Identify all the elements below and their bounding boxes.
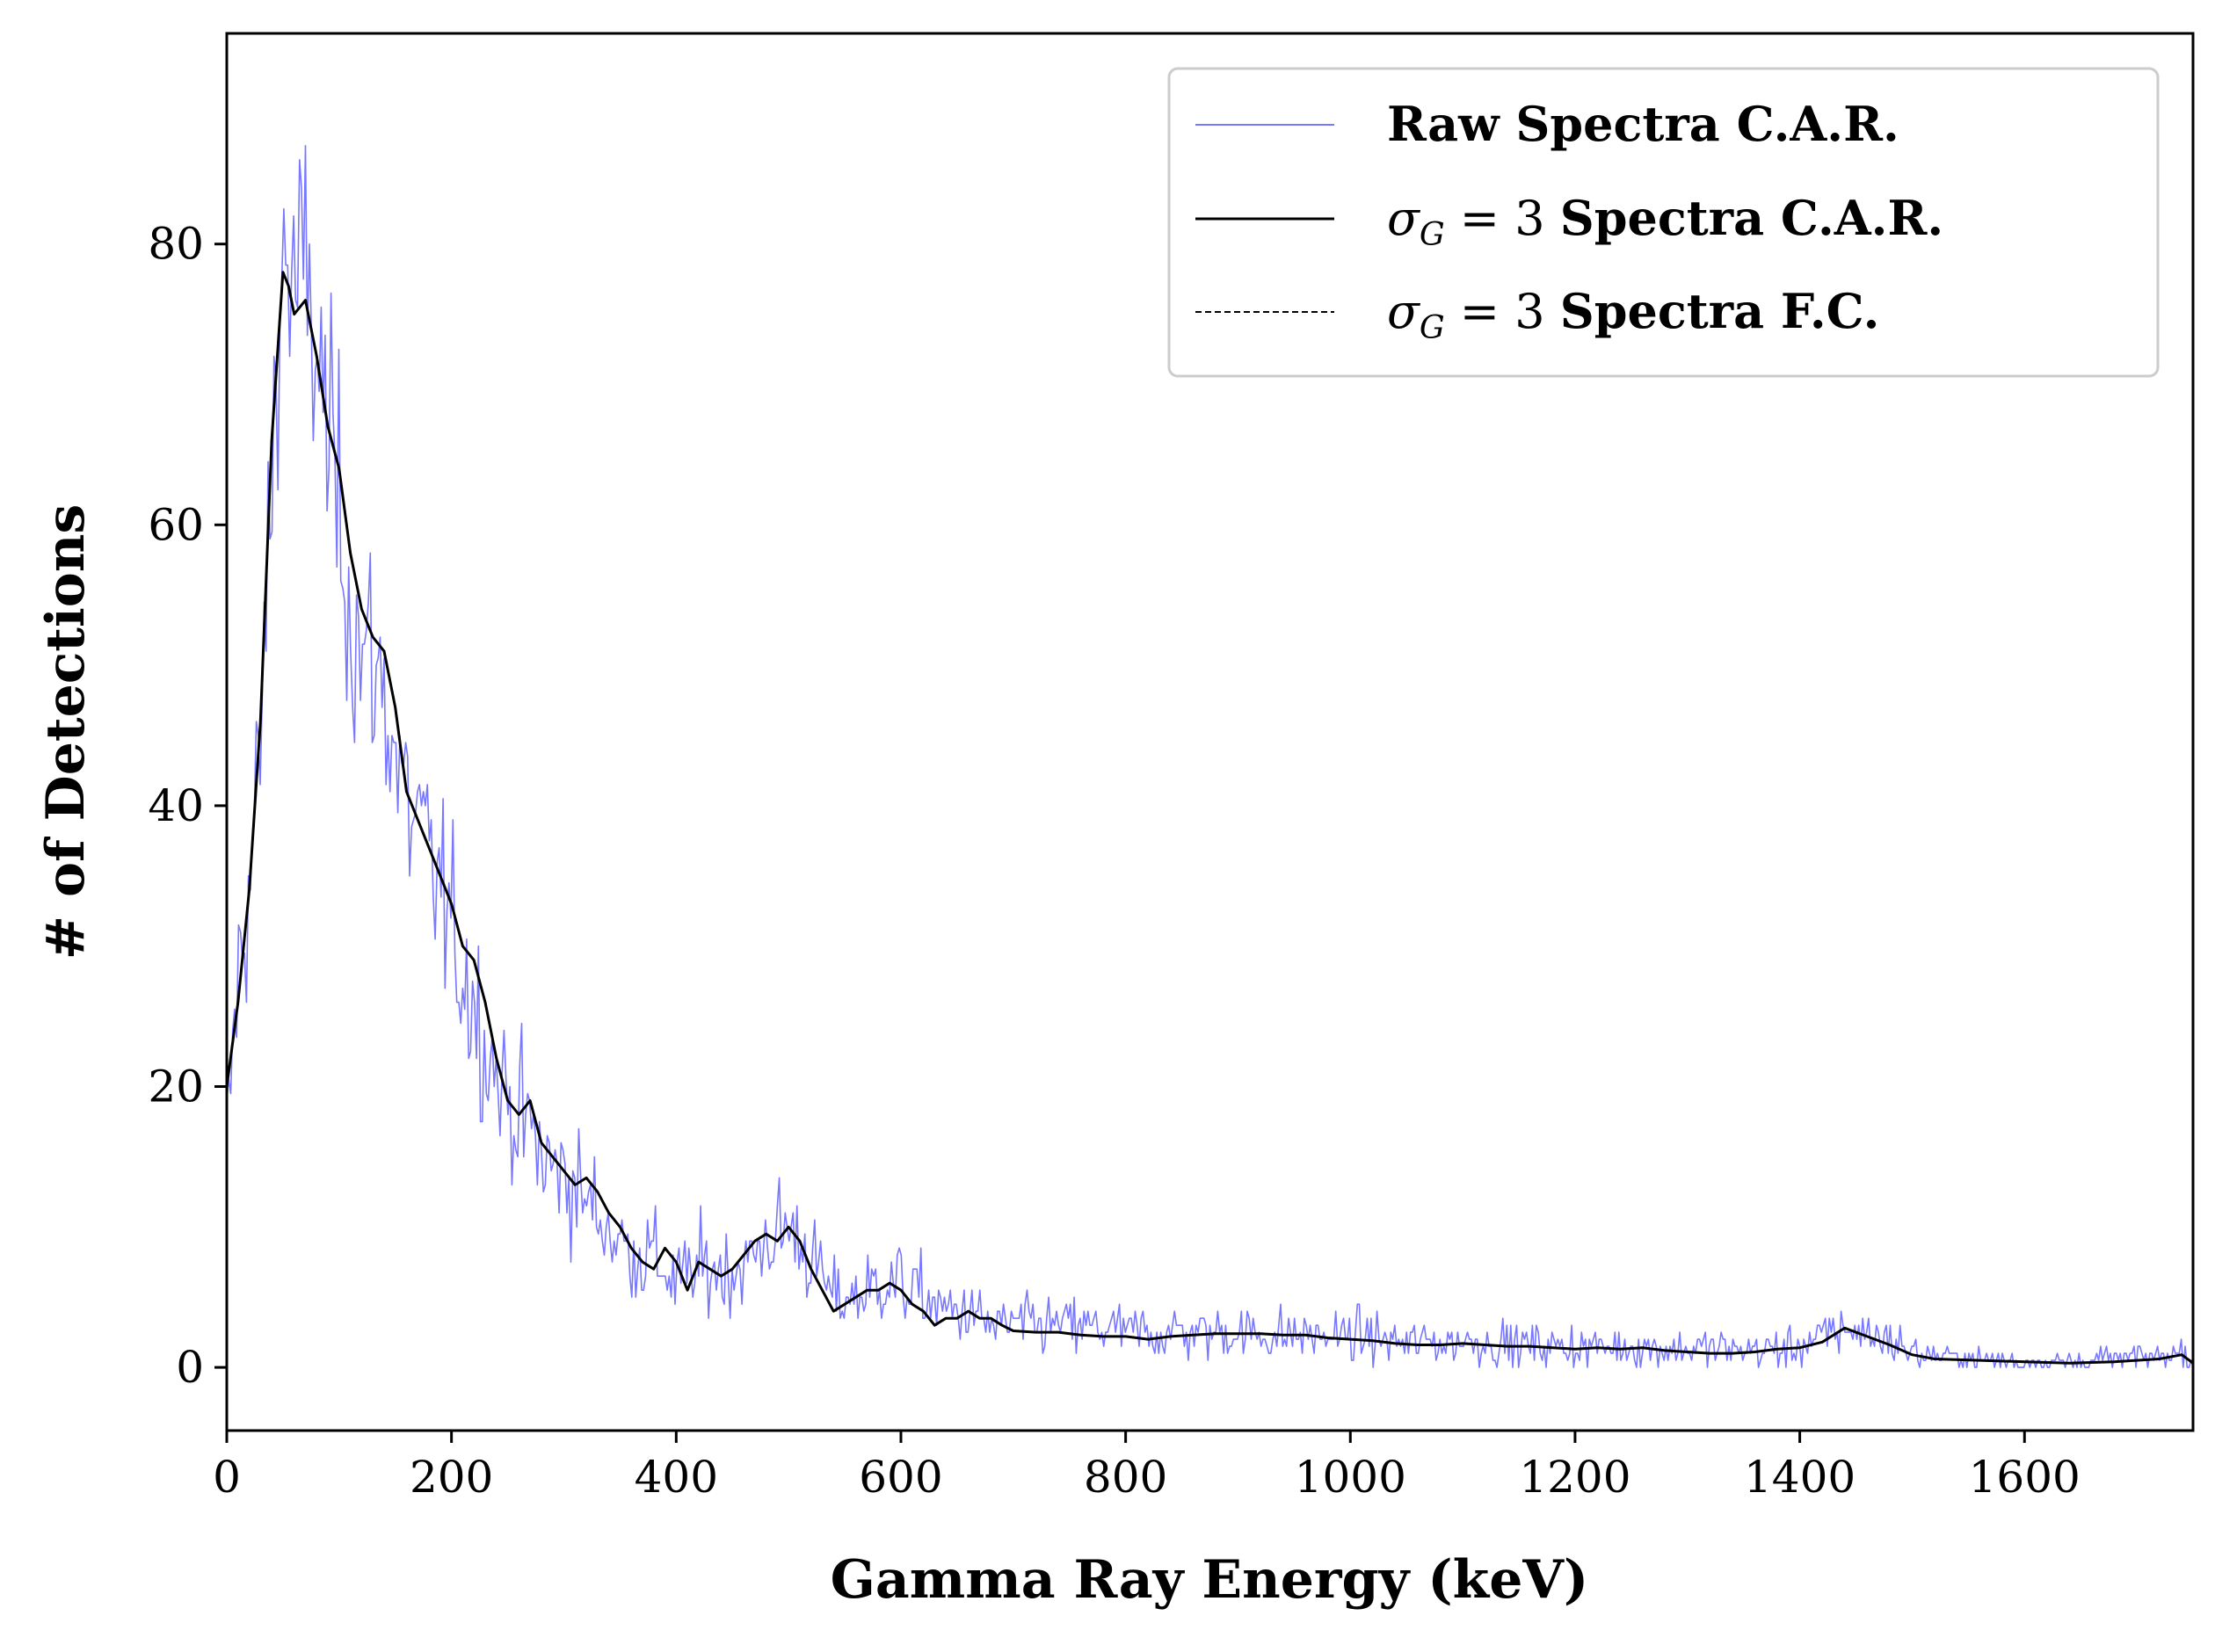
- y-tick-label: 60: [148, 499, 204, 550]
- x-tick-label: 200: [410, 1452, 493, 1503]
- legend-fc-sigma: σ: [1387, 284, 1421, 339]
- x-axis-title: Gamma Ray Energy (keV): [831, 1549, 1589, 1611]
- y-tick-label: 20: [148, 1061, 204, 1112]
- x-tick-label: 400: [635, 1452, 718, 1503]
- legend-car-equals: = 3: [1445, 191, 1560, 246]
- x-axis: 0 200 400 600 800 1000 1200 1400 1600: [213, 1431, 2081, 1503]
- x-tick-label: 1000: [1295, 1452, 1406, 1503]
- legend: Raw Spectra C.A.R. σG = 3 Spectra C.A.R.…: [1167, 67, 2160, 378]
- x-tick-label: 1400: [1744, 1452, 1856, 1503]
- y-tick-label: 80: [148, 219, 204, 270]
- x-tick-label: 1200: [1519, 1452, 1630, 1503]
- legend-label-car: σG = 3 Spectra C.A.R.: [1387, 190, 1943, 253]
- y-axis: 0 20 40 60 80: [148, 219, 227, 1393]
- legend-label-raw: Raw Spectra C.A.R.: [1387, 96, 1899, 152]
- legend-label-fc: σG = 3 Spectra F.C.: [1387, 283, 1879, 346]
- x-tick-label: 0: [213, 1452, 241, 1503]
- legend-car-sigma: σ: [1387, 191, 1421, 246]
- smoothed-car-line: [227, 271, 2193, 1365]
- plot-frame: [225, 32, 2195, 1432]
- x-tick-label: 600: [859, 1452, 942, 1503]
- smoothed-car-series: [227, 271, 2193, 1365]
- legend-car-text: Spectra C.A.R.: [1560, 190, 1943, 246]
- x-tick-label: 1600: [1969, 1452, 2081, 1503]
- y-axis-title: # of Detections: [35, 504, 97, 960]
- x-tick-label: 800: [1084, 1452, 1167, 1503]
- y-tick-label: 0: [176, 1342, 204, 1393]
- legend-fc-text: Spectra F.C.: [1560, 283, 1880, 339]
- legend-box: [1167, 67, 2160, 378]
- legend-car-subscript: G: [1420, 217, 1445, 253]
- legend-fc-equals: = 3: [1445, 284, 1560, 339]
- legend-fc-subscript: G: [1420, 310, 1445, 346]
- y-tick-label: 40: [148, 780, 204, 831]
